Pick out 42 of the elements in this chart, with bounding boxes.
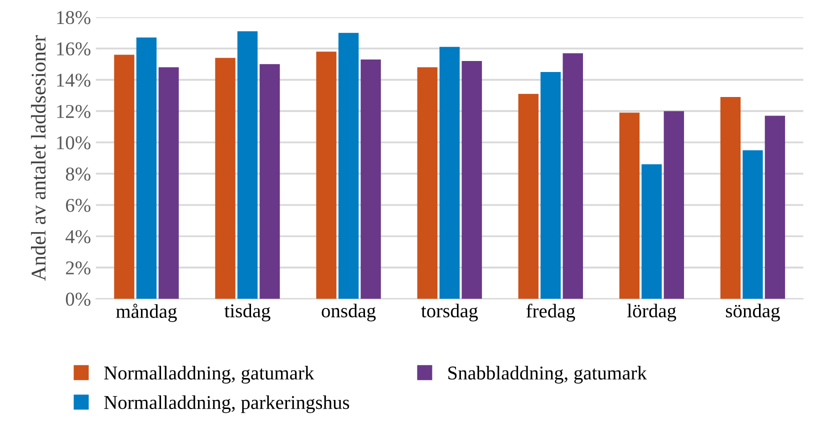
y-tick-label: 0% (66, 292, 90, 306)
bar (439, 46, 460, 299)
legend-label: Normalladdning, gatumark (104, 366, 314, 384)
bar (518, 94, 539, 299)
legend-label: Snabbladdning, gatumark (448, 366, 647, 384)
x-tick-label: lördag (627, 304, 676, 322)
bar (114, 54, 134, 299)
x-tick-label: måndag (116, 304, 177, 322)
y-tick-label: 6% (66, 198, 90, 212)
y-tick-label: 10% (57, 136, 90, 150)
y-tick-label: 8% (66, 167, 90, 181)
bar (417, 67, 438, 299)
x-tick-label: fredag (526, 304, 576, 322)
bar (338, 32, 359, 299)
y-tick-label: 12% (57, 104, 90, 118)
y-tick-label: 4% (66, 230, 90, 244)
bar (462, 61, 482, 299)
bar (562, 53, 583, 299)
bar (237, 31, 258, 299)
bar (619, 112, 640, 299)
y-tick-label: 18% (57, 11, 90, 24)
y-tick-label: 2% (66, 261, 90, 275)
bar (664, 111, 684, 299)
y-axis-title: Andel av antalet laddsesioner (30, 35, 46, 281)
bar (316, 52, 336, 299)
bar (158, 67, 179, 299)
bar (764, 116, 786, 299)
y-tick-label: 14% (57, 74, 90, 87)
bar (136, 38, 157, 299)
bar (360, 59, 381, 299)
y-tick-label: 16% (57, 42, 90, 56)
legend-label: Normalladdning, parkeringshus (104, 395, 350, 414)
x-tick-label: torsdag (421, 304, 478, 322)
bar (540, 72, 561, 299)
x-tick-label: söndag (726, 304, 780, 322)
bar (642, 164, 662, 299)
x-tick-label: tisdag (224, 304, 270, 322)
bar (215, 58, 236, 299)
bar (742, 150, 763, 299)
bar (720, 97, 741, 299)
bar (260, 64, 280, 299)
x-tick-label: onsdag (322, 304, 376, 322)
